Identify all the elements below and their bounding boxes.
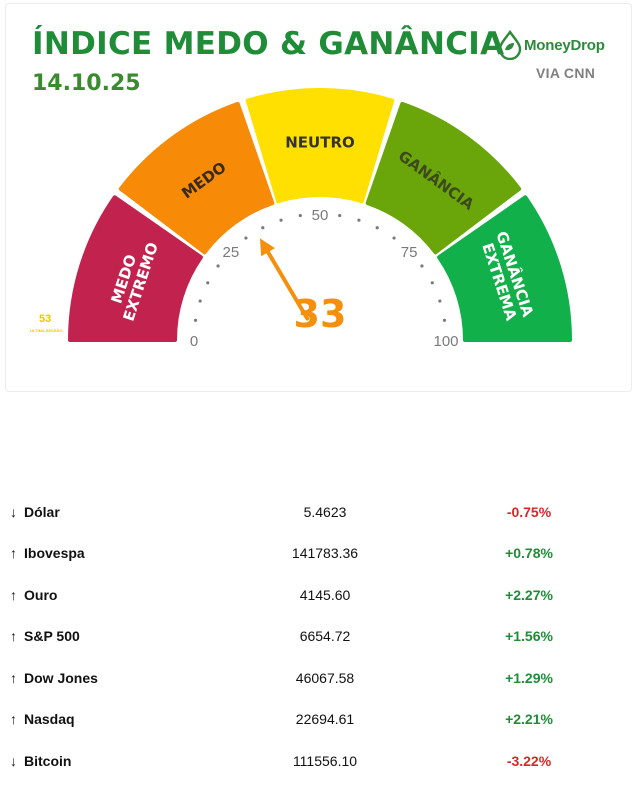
market-change: +2.21% (505, 711, 553, 728)
scale-label-25: 25 (223, 244, 240, 261)
market-row: ↑ Ibovespa 141783.36 +0.78% (10, 533, 628, 575)
direction-arrow-icon: ↑ (10, 586, 17, 603)
market-row: ↑ S&P 500 6654.72 +1.56% (10, 616, 628, 658)
index-date: 14.10.25 (32, 71, 141, 96)
market-name: Bitcoin (24, 752, 72, 769)
market-name-cell: ↑ Ouro (10, 574, 200, 616)
market-name: Ibovespa (24, 545, 85, 562)
gauge-tick-dot (198, 299, 202, 303)
brand-block: MoneyDrop VIA CNN (496, 30, 626, 90)
market-name: Dólar (24, 503, 60, 520)
market-change: +1.56% (505, 628, 553, 645)
gauge-needle (259, 238, 310, 321)
gauge-tick-dot (430, 281, 434, 285)
market-change: -0.75% (506, 503, 552, 520)
market-change: +2.27% (505, 586, 553, 603)
market-name-cell: ↓ Bitcoin (10, 740, 200, 782)
gauge-tick-dot (206, 281, 210, 285)
moneydrop-logo-icon (498, 30, 522, 60)
fear-greed-gauge: MEDO EXTREMO MEDO NEUTRO GANÂNCIA GANÂNC… (68, 87, 572, 350)
market-value: 22694.61 (295, 711, 355, 728)
market-name-cell: ↑ Dow Jones (10, 657, 200, 699)
direction-arrow-icon: ↓ (10, 503, 17, 520)
market-row: ↓ Dólar 5.4623 -0.75% (10, 491, 628, 533)
market-value: 46067.58 (295, 669, 355, 686)
scale-label-75: 75 (401, 244, 418, 261)
gauge-scale: 0 25 50 75 100 (190, 207, 459, 350)
gauge-tick-dot (392, 236, 396, 240)
last-session-value: 53 (39, 313, 52, 325)
gauge-zones (68, 87, 572, 342)
gauge-tick-dot (357, 218, 361, 222)
scale-label-0: 0 (190, 333, 198, 350)
last-session-note: ÚLTIMA SESSÃO (30, 328, 63, 333)
markets-table: ↓ Dólar 5.4623 -0.75% ↑ Ibovespa 141783.36… (10, 491, 628, 782)
zone-label-neutral-line1: NEUTRO (285, 134, 355, 152)
gauge-tick-dot (442, 318, 447, 322)
market-row: ↑ Ouro 4145.60 +2.27% (10, 574, 628, 616)
direction-arrow-icon: ↑ (10, 669, 17, 686)
direction-arrow-icon: ↑ (10, 545, 17, 562)
market-value: 111556.10 (292, 752, 358, 769)
gauge-tick-dot (298, 213, 302, 218)
market-name-cell: ↑ S&P 500 (10, 616, 200, 658)
scale-label-50: 50 (312, 207, 329, 224)
market-value: 4145.60 (299, 586, 351, 603)
zone-greed (365, 101, 522, 255)
gauge-tick-dot (193, 318, 198, 322)
needle-arrow-shaft (266, 250, 310, 321)
zone-fear (118, 101, 275, 255)
zone-extreme-greed (437, 195, 572, 342)
market-name: Nasdaq (24, 711, 75, 728)
gauge-tick-dot (244, 236, 248, 240)
market-row: ↓ Bitcoin 111556.10 -3.22% (10, 740, 628, 782)
zone-extreme-fear (68, 195, 203, 342)
gauge-tick-dot (338, 213, 342, 218)
zone-label-neutral: NEUTRO (285, 134, 355, 152)
gauge-tick-dot (375, 226, 379, 230)
brand-name: MoneyDrop (524, 37, 605, 54)
market-row: ↑ Nasdaq 22694.61 +2.21% (10, 699, 628, 741)
scale-label-100: 100 (433, 333, 458, 350)
direction-arrow-icon: ↑ (10, 711, 17, 728)
gauge-tick-dot (420, 264, 424, 268)
gauge-tick-dots (193, 213, 447, 322)
gauge-tick-dot (216, 264, 220, 268)
direction-arrow-icon: ↑ (10, 628, 17, 645)
market-name-cell: ↑ Nasdaq (10, 699, 200, 741)
gauge-tick-dot (438, 299, 442, 303)
market-name: Ouro (24, 586, 58, 603)
market-value: 6654.72 (299, 628, 351, 645)
gauge-tick-dot (279, 218, 283, 222)
brand-source: VIA CNN (536, 65, 596, 81)
direction-arrow-icon: ↓ (10, 752, 17, 769)
gauge-value: 33 (294, 292, 347, 336)
market-name-cell: ↑ Ibovespa (10, 533, 200, 575)
market-change: +0.78% (505, 545, 553, 562)
market-name-cell: ↓ Dólar (10, 491, 200, 533)
market-row: ↑ Dow Jones 46067.58 +1.29% (10, 657, 628, 699)
needle-arrow-icon (259, 238, 275, 257)
market-value: 5.4623 (303, 503, 347, 520)
gauge-tick-dot (261, 226, 265, 230)
market-change: -3.22% (506, 752, 552, 769)
page-title: ÍNDICE MEDO & GANÂNCIA (32, 26, 505, 62)
market-change: +1.29% (505, 669, 553, 686)
market-name: S&P 500 (24, 628, 80, 645)
market-name: Dow Jones (24, 669, 98, 686)
market-value: 141783.36 (291, 545, 359, 562)
zone-neutral (245, 87, 395, 204)
